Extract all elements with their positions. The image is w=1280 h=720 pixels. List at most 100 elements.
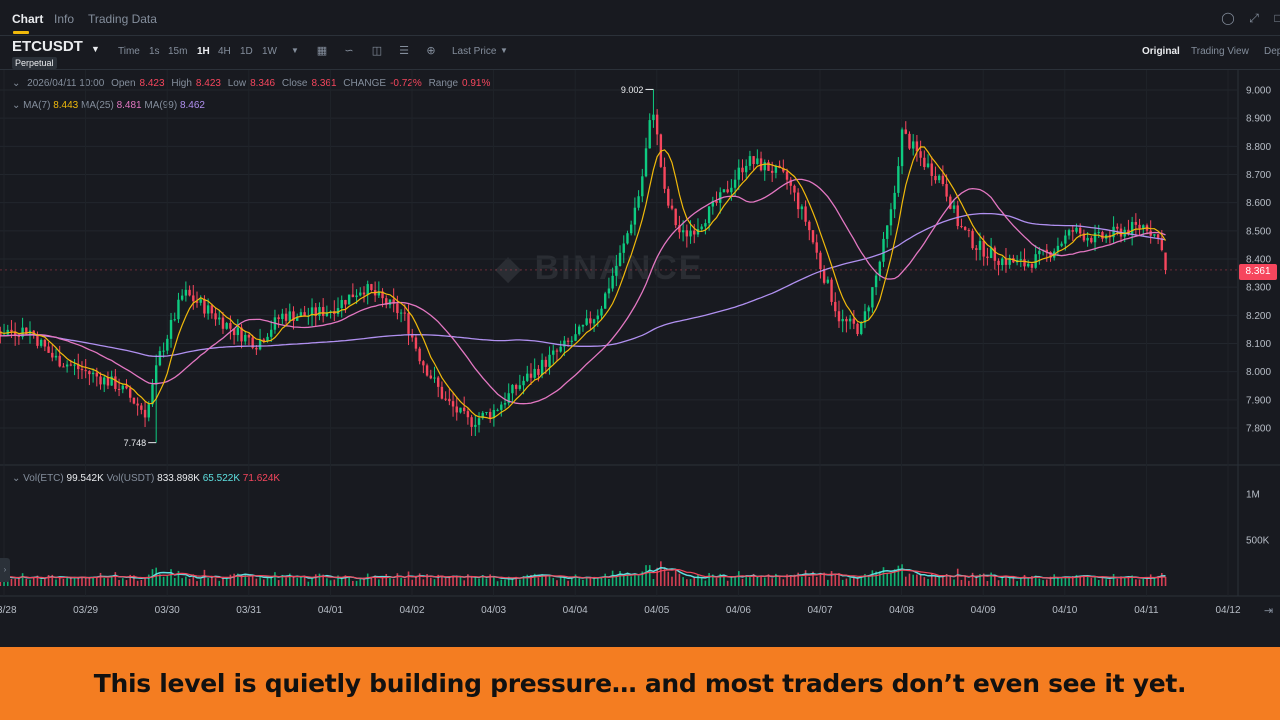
volume-bar — [337, 575, 339, 586]
volume-bar — [956, 568, 959, 586]
candle-body — [147, 404, 150, 418]
tab-chart[interactable]: Chart — [12, 12, 44, 26]
watermark-text: BINANCE — [534, 249, 704, 287]
candle-body — [80, 369, 84, 371]
timeframe-more-icon[interactable]: ▼ — [291, 46, 299, 55]
volume-bar — [352, 580, 354, 586]
candle-body — [793, 185, 796, 193]
volume-bar — [1057, 578, 1059, 586]
volume-bar — [500, 579, 503, 586]
volume-bar — [819, 572, 822, 586]
calendar-icon[interactable]: ▦ — [316, 45, 328, 57]
candle-body — [77, 364, 80, 370]
indicator-icon[interactable]: ∽ — [344, 45, 354, 57]
volume-bar — [214, 578, 217, 586]
candle-body — [429, 375, 432, 379]
collapse-icon[interactable]: ⌄ — [12, 100, 21, 111]
panel-handle[interactable]: › — [0, 558, 10, 582]
volume-bar — [760, 576, 762, 586]
volume-bar — [741, 578, 744, 586]
tab-trading-data[interactable]: Trading Data — [88, 12, 157, 26]
chevron-down-icon[interactable]: ▼ — [500, 46, 508, 55]
range-value: 0.91% — [462, 78, 491, 89]
time-tick-label: 04/12 — [1215, 605, 1240, 616]
volume-bar — [333, 579, 336, 586]
volume-bar — [459, 576, 462, 586]
axis-settings-icon[interactable]: ⇥ — [1264, 605, 1274, 617]
time-tick-label: 03/28 — [0, 605, 17, 616]
timeframe-1h[interactable]: 1H — [197, 46, 210, 57]
timeframe-1s[interactable]: 1s — [149, 46, 160, 57]
timeframe-15m[interactable]: 15m — [168, 46, 188, 57]
candle-body — [552, 350, 555, 355]
view-trading-view[interactable]: Trading View — [1191, 46, 1249, 57]
candle-body — [377, 291, 381, 296]
volume-bar — [994, 575, 996, 586]
candle-body — [733, 179, 737, 188]
volume-bar — [719, 573, 722, 586]
candle-body — [21, 327, 24, 337]
timeframe-1d[interactable]: 1D — [240, 46, 253, 57]
volume-bar — [1068, 577, 1070, 586]
timeframe-1w[interactable]: 1W — [262, 46, 277, 57]
volume-bar — [890, 573, 892, 586]
candle-body — [1142, 225, 1145, 229]
volume-bar — [960, 579, 963, 586]
collapse-icon[interactable]: ⌄ — [12, 78, 21, 89]
volume-bar — [908, 573, 911, 586]
candle-body — [860, 322, 863, 335]
time-tick-label: 04/03 — [481, 605, 506, 616]
volume-axis: 1M 500K — [1246, 490, 1270, 547]
layout-icon[interactable]: ☰ — [399, 45, 409, 57]
candle-body — [537, 368, 540, 375]
volume-bar — [385, 573, 388, 586]
candle-body — [808, 221, 811, 231]
candlestick-chart[interactable]: 9.000 8.900 8.800 8.700 8.600 8.500 8.400 8.300… — [0, 70, 1280, 635]
volume-bar — [648, 565, 651, 586]
volume-bar — [585, 577, 588, 586]
volume-bar — [467, 574, 469, 586]
candle-body — [143, 409, 147, 418]
expand-icon[interactable]: ⤢ — [1249, 11, 1259, 25]
candle-body — [95, 372, 99, 377]
low-label: Low — [227, 78, 247, 89]
timeframe-4h[interactable]: 4H — [218, 46, 231, 57]
volume-bar — [823, 572, 825, 586]
volume-bar — [815, 576, 818, 586]
chevron-down-icon[interactable]: ▼ — [91, 44, 100, 54]
candle-body — [1027, 263, 1030, 267]
bell-icon[interactable]: ◯ — [1221, 11, 1235, 25]
volume-bar — [737, 571, 740, 586]
candle-body — [1097, 232, 1100, 234]
chart-type-icon[interactable]: ◫ — [371, 45, 383, 57]
volume-bar — [634, 573, 636, 586]
add-indicator-icon[interactable]: ⊕ — [426, 45, 436, 57]
volume-bar — [173, 578, 176, 586]
volume-bar — [248, 577, 250, 586]
candle-body — [704, 223, 707, 227]
volume-bar — [14, 578, 16, 586]
ohlc-date: 2026/04/11 10:00 — [27, 78, 105, 89]
settings-icon[interactable]: □ — [1274, 11, 1280, 25]
candle-body — [971, 230, 974, 249]
volume-bar — [107, 578, 109, 586]
candle-body — [355, 295, 358, 298]
timeframe-time[interactable]: Time — [118, 46, 140, 57]
price-type-select[interactable]: Last Price — [452, 46, 497, 57]
caption-banner: This level is quietly building pressure…… — [0, 647, 1280, 720]
view-depth[interactable]: Dep — [1264, 46, 1280, 57]
candle-body — [299, 312, 303, 317]
candle-body — [199, 299, 202, 303]
view-original[interactable]: Original — [1142, 46, 1180, 57]
candle-body — [570, 340, 573, 342]
candle-body — [103, 377, 106, 385]
volume-bar — [556, 580, 558, 586]
volume-bar — [44, 578, 46, 586]
tab-info[interactable]: Info — [54, 12, 75, 26]
volume-bar — [678, 573, 681, 586]
collapse-icon[interactable]: ⌄ — [12, 473, 21, 484]
volume-tick-label: 500K — [1246, 536, 1270, 547]
chart-grid — [0, 70, 1280, 597]
volume-bar — [1090, 577, 1093, 586]
symbol-name[interactable]: ETCUSDT — [12, 38, 83, 55]
